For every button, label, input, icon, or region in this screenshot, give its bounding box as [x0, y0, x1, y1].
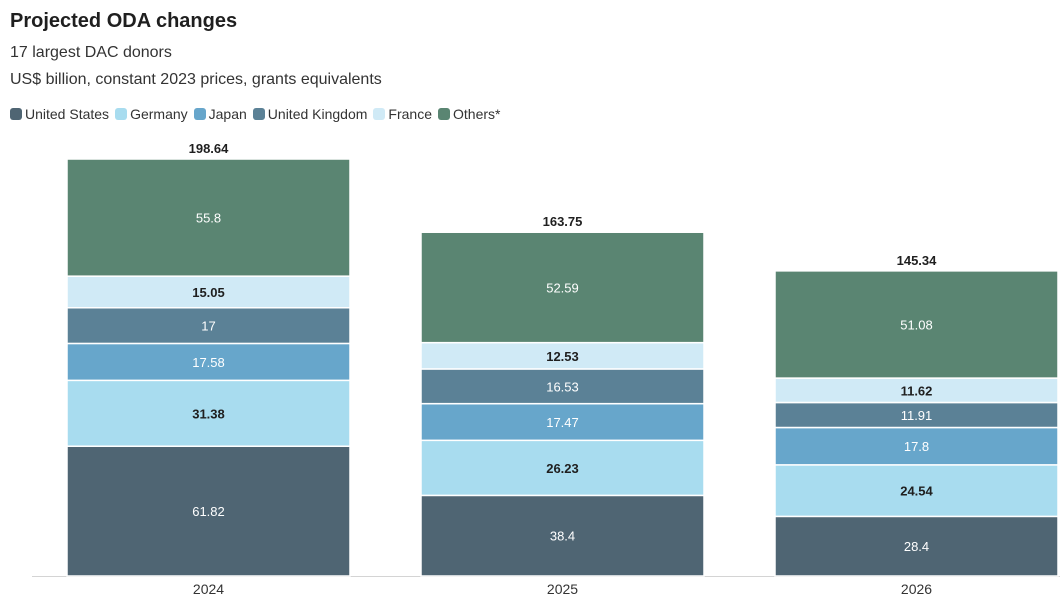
bar-segment [774, 515, 1059, 577]
legend-item-france[interactable]: France [373, 106, 432, 122]
bar-segment [66, 275, 351, 309]
segment-value-label: 17.58 [192, 355, 225, 370]
x-tick-label: 2026 [901, 581, 932, 594]
chart-units-note: US$ billion, constant 2023 prices, grant… [10, 71, 382, 88]
segment-value-label: 38.4 [550, 529, 575, 544]
bar-segment [66, 445, 351, 577]
segment-value-label: 52.59 [546, 280, 579, 295]
segment-value-label: 31.38 [192, 406, 225, 421]
segment-value-label: 61.82 [192, 504, 225, 519]
x-tick-label: 2024 [193, 581, 224, 594]
bar-segment [420, 341, 705, 370]
segment-value-label: 16.53 [546, 379, 579, 394]
bar-segment [420, 231, 705, 344]
segment-value-label: 26.23 [546, 461, 579, 476]
chart-subtitle: 17 largest DAC donors [10, 44, 172, 61]
legend-item-germany[interactable]: Germany [115, 106, 188, 122]
chart-title: Projected ODA changes [10, 10, 238, 32]
bar-segment [420, 368, 705, 405]
segment-value-label: 12.53 [546, 349, 579, 364]
bar-segment [66, 342, 351, 382]
legend-item-others[interactable]: Others* [438, 106, 500, 122]
segment-value-label: 55.8 [196, 211, 221, 226]
legend-item-japan[interactable]: Japan [193, 106, 247, 122]
legend-label: United Kingdom [267, 106, 368, 122]
segment-value-label: 11.91 [901, 408, 933, 423]
bar-segment [774, 377, 1059, 404]
legend-swatch [10, 108, 22, 120]
legend-label: Others* [453, 106, 501, 122]
legend-swatch [438, 108, 450, 120]
bar-segment [774, 270, 1059, 379]
chart-legend: United States Germany Japan United Kingd… [10, 106, 506, 122]
bar-segment [774, 464, 1059, 518]
legend-label: Germany [130, 106, 188, 122]
bar-segment [774, 426, 1059, 466]
legend-swatch [193, 108, 206, 120]
legend-item-united-kingdom[interactable]: United Kingdom [252, 106, 368, 122]
x-tick-label: 2025 [547, 581, 578, 594]
legend-swatch [115, 108, 128, 120]
segment-value-label: 28.4 [904, 539, 929, 554]
segment-value-label: 15.05 [192, 285, 225, 300]
bar-total-label: 163.75 [543, 214, 583, 229]
segment-value-label: 17.8 [904, 439, 929, 454]
segment-value-label: 17 [201, 319, 215, 334]
bar-segment [420, 402, 705, 442]
legend-swatch [373, 108, 386, 120]
segment-value-label: 17.47 [546, 415, 579, 430]
bar-total-label: 145.34 [897, 253, 938, 268]
bar-segment [66, 158, 351, 277]
segment-value-label: 51.08 [900, 317, 933, 332]
legend-label: Japan [208, 106, 247, 122]
segment-value-label: 11.62 [901, 383, 933, 398]
legend-label: United States [25, 106, 110, 122]
bar-segment [420, 494, 705, 577]
segment-value-label: 24.54 [900, 484, 933, 499]
legend-label: France [388, 106, 432, 122]
bar-segment [66, 379, 351, 447]
legend-item-united-states[interactable]: United States [10, 106, 109, 122]
legend-swatch [252, 108, 265, 120]
bar-segment [66, 307, 351, 345]
bar-total-label: 198.64 [189, 141, 230, 156]
